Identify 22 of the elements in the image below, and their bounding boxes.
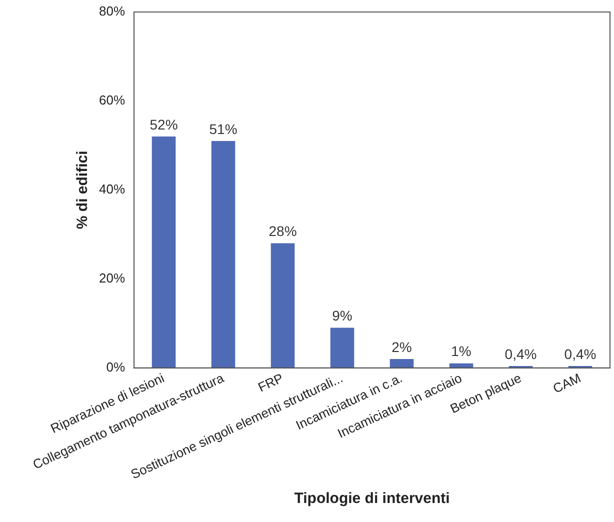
data-label: 9% (332, 308, 352, 324)
bar (270, 243, 295, 368)
data-label: 52% (150, 116, 178, 132)
data-label: 1% (451, 343, 472, 360)
bar (390, 358, 414, 368)
x-tick-label: FRP (256, 370, 286, 395)
bar (211, 140, 236, 368)
data-label: 51% (209, 120, 238, 137)
y-tick-label: 0% (106, 359, 126, 374)
x-tick-label: CAM (550, 370, 584, 396)
data-label: 28% (268, 223, 297, 240)
y-tick-label: 40% (98, 181, 126, 196)
data-label: 0,4% (504, 346, 537, 362)
y-tick-label: 60% (98, 92, 126, 108)
y-tick-label: 80% (98, 4, 126, 19)
data-label: 0,4% (564, 346, 596, 362)
data-label: 2% (392, 338, 412, 355)
bar (152, 136, 176, 368)
y-tick-label: 20% (98, 270, 126, 286)
y-axis-title: % di edifici (74, 150, 92, 230)
x-axis-title: Tipologie di interventi (294, 490, 450, 508)
bar (330, 328, 354, 368)
